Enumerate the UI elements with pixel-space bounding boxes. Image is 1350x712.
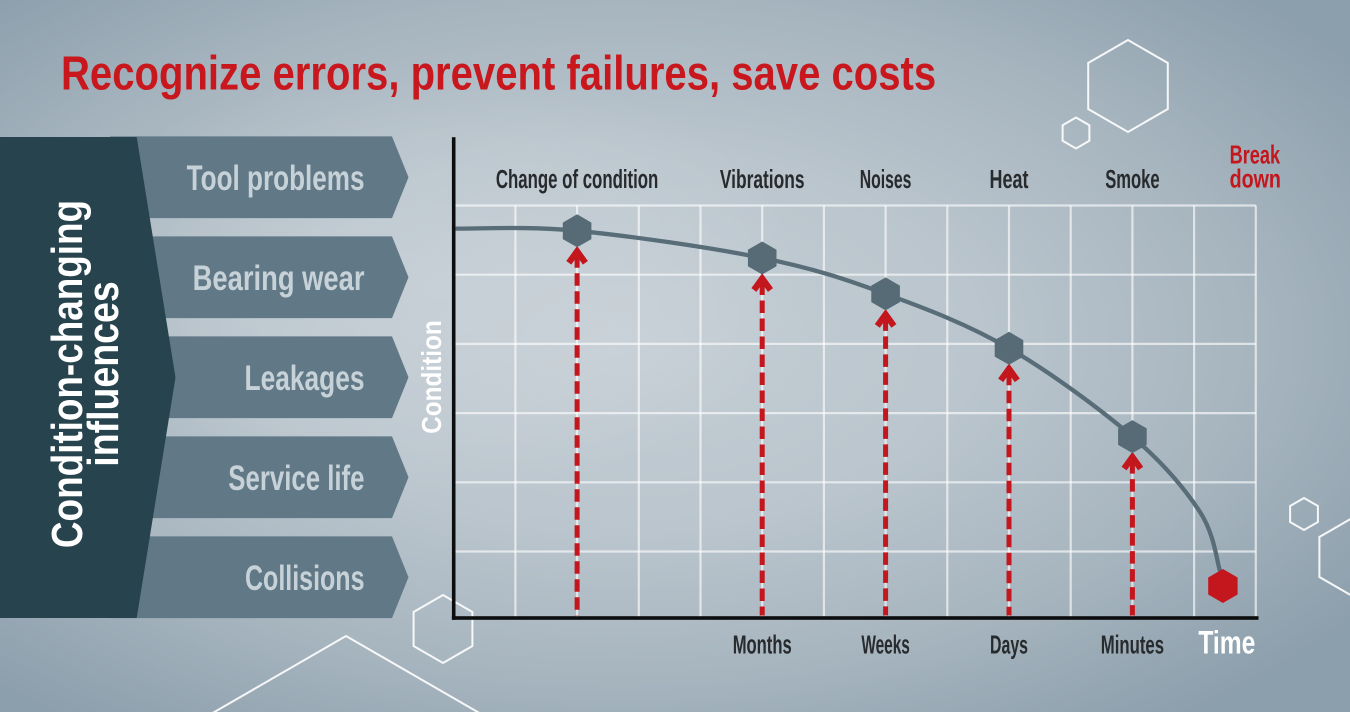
svg-text:Break: Break [1230, 140, 1281, 169]
svg-text:Minutes: Minutes [1101, 630, 1164, 660]
svg-text:Months: Months [733, 630, 792, 660]
svg-text:Leakages: Leakages [245, 358, 365, 398]
svg-text:Condition: Condition [415, 320, 447, 434]
svg-text:down: down [1230, 164, 1281, 193]
svg-text:Days: Days [990, 631, 1028, 660]
svg-text:Collisions: Collisions [245, 559, 365, 598]
svg-text:Weeks: Weeks [861, 630, 910, 659]
svg-text:Noises: Noises [860, 165, 912, 194]
svg-text:Smoke: Smoke [1105, 164, 1159, 194]
svg-text:Service life: Service life [228, 458, 364, 498]
svg-text:Bearing wear: Bearing wear [193, 259, 365, 298]
svg-text:Tool problems: Tool problems [187, 158, 365, 198]
svg-text:influences: influences [78, 281, 127, 466]
svg-text:Change of condition: Change of condition [496, 164, 658, 194]
svg-text:Vibrations: Vibrations [720, 164, 805, 193]
svg-text:Recognize errors, prevent fail: Recognize errors, prevent failures, save… [61, 47, 936, 100]
svg-text:Heat: Heat [990, 165, 1029, 194]
svg-text:Time: Time [1198, 625, 1255, 661]
svg-text:Condition-changing: Condition-changing [42, 200, 92, 548]
